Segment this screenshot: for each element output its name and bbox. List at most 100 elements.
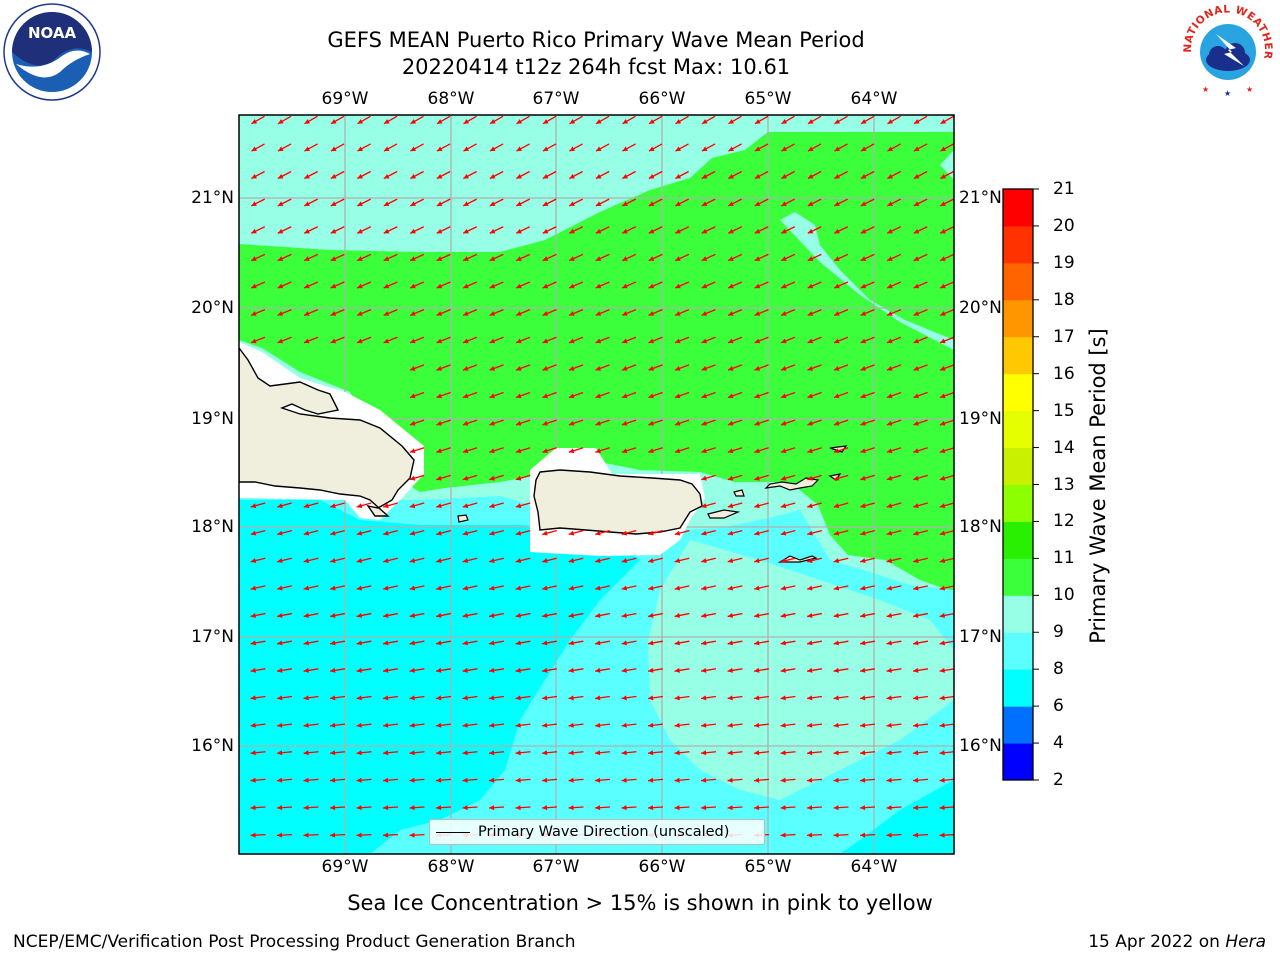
wave-arrow-head [887,146,894,152]
wave-arrow-head [834,201,840,206]
island [764,477,820,491]
wave-arrow-head [489,420,495,426]
wave-arrow-head [383,256,390,261]
puerto-rico-land [533,469,703,535]
wave-arrow-head [648,695,654,701]
wave-arrow-head [886,366,893,371]
wave-arrow-head [939,393,946,399]
wave-arrow-head [727,613,734,618]
wave-arrow-head [807,503,813,509]
wave-arrow-head [780,530,787,536]
wave-arrow-head [860,667,866,673]
wave-arrow-head [807,722,813,728]
wave-arrow-head [462,805,468,811]
wave-arrow-head [674,722,680,728]
wave-arrow-head [250,613,257,618]
wave-arrow-head [383,585,389,591]
wave-arrow-head [913,201,920,206]
wave-arrow-head [304,283,310,289]
wave-arrow-head [674,393,681,399]
colorbar-segment [1003,484,1033,522]
wave-arrow-head [595,448,601,454]
wave-arrow-head [886,805,892,811]
colorbar-segment [1003,225,1033,264]
wave-arrow-head [463,338,469,344]
wave-arrow-head [409,750,415,756]
wave-arrow-head [728,283,734,289]
wave-arrow-head [913,173,920,179]
wave-arrow-head [860,613,866,618]
wave-arrow-head [648,119,655,124]
wave-arrow-head [569,173,575,179]
wave-arrow-head [462,613,469,618]
wave-arrow-head [807,420,813,426]
wave-arrow-head [622,228,628,234]
wave-arrow-head [648,667,654,673]
colorbar-tick-label: 14 [1053,437,1075,458]
wave-arrow-head [674,585,681,591]
wave-arrow-head [489,777,495,783]
wave-arrow-head [383,777,389,783]
wave-arrow-head [913,503,919,509]
wave-arrow-head [383,695,389,701]
wave-arrow-head [727,805,733,811]
wave-arrow-head [489,393,495,399]
wave-arrow-head [304,201,310,206]
wave-arrow-head [515,530,522,536]
wave-arrow-head [621,420,628,426]
wave-arrow-head [781,201,787,206]
wave-arrow-head [515,585,522,591]
wave-arrow-head [542,420,548,426]
wave-arrow-head [754,585,760,591]
wave-arrow-head [622,338,628,344]
wave-arrow-head [622,283,628,289]
wave-arrow-head [462,448,469,454]
wave-arrow-head [833,448,840,454]
wave-arrow-head [462,667,468,673]
wave-arrow-head [807,585,813,591]
wave-arrow-head [833,420,840,426]
wave-arrow-head [754,228,761,234]
wave-arrow-head [410,146,417,152]
wave-arrow-head [913,530,919,536]
wave-arrow-head [409,393,416,399]
wave-arrow-head [621,805,627,811]
wave-arrow-head [940,311,946,316]
map-legend: Primary Wave Direction (unscaled) [429,819,765,845]
wave-arrow-head [648,201,655,206]
lat-label-left: 19°N [191,409,234,429]
wave-arrow-head [516,201,522,206]
wave-arrow-head [568,695,574,701]
wave-arrow-head [489,585,495,591]
wave-arrow-head [939,695,945,701]
wave-arrow-head [622,256,628,261]
wave-arrow-head [542,366,549,371]
wave-arrow-head [303,750,309,756]
footer-host: Hera [1225,932,1266,952]
wave-arrow-head [648,420,654,426]
wave-arrow-head [887,338,893,344]
wave-arrow-head [754,805,760,811]
wave-arrow-head [674,640,680,646]
wave-arrow-head [357,256,363,261]
wave-arrow-head [886,640,892,646]
wave-arrow-head [489,283,496,289]
wave-arrow-head [621,667,627,673]
wave-arrow-head [807,695,813,701]
wave-arrow-head [754,695,760,701]
wave-arrow-head [568,613,575,618]
wave-arrow-head [622,201,628,206]
wave-arrow-head [410,338,416,344]
wave-arrow-head [595,173,602,179]
wave-arrow-head [648,393,654,399]
wave-arrow-head [303,777,309,783]
wave-arrow-head [250,832,256,838]
wave-arrow-head [409,777,415,783]
wave-arrow-head [303,667,309,673]
wave-arrow-head [913,311,920,316]
wave-arrow-head [410,256,416,261]
wave-arrow-head [886,475,893,481]
wave-arrow-head [303,585,310,591]
wave-arrow-head [277,256,284,261]
wave-arrow-head [780,640,786,646]
